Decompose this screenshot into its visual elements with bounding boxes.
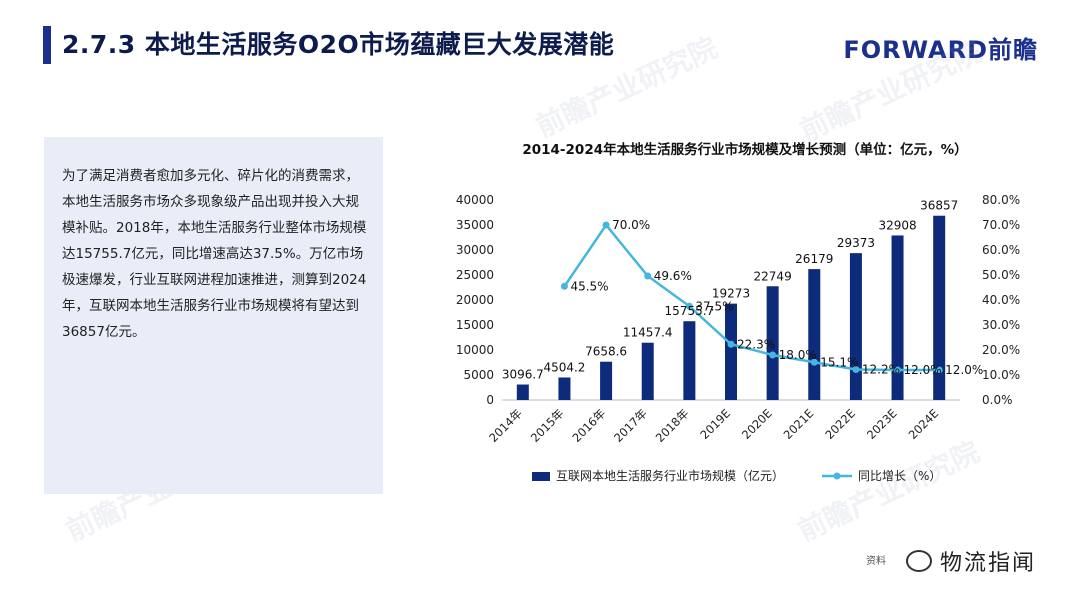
bar — [516, 384, 529, 400]
growth-data-label: 22.3% — [737, 337, 775, 351]
growth-data-label: 70.0% — [612, 218, 650, 232]
growth-data-label: 37.5% — [695, 299, 733, 313]
bar-data-label: 11457.4 — [623, 326, 673, 340]
source-note: 资料 — [866, 556, 886, 567]
growth-point — [560, 282, 568, 290]
chart-title: 2014-2024年本地生活服务行业市场规模及增长预测（单位：亿元，%） — [522, 141, 967, 158]
right-tick-label: 0.0% — [982, 393, 1013, 407]
growth-data-label: 15.1% — [820, 355, 858, 369]
growth-data-label: 18.0% — [779, 348, 817, 362]
left-tick-label: 0 — [486, 393, 494, 407]
x-tick-label: 2015年 — [528, 406, 567, 445]
legend-label: 同比增长（%） — [858, 469, 941, 483]
left-tick-label: 15000 — [456, 318, 494, 332]
left-tick-label: 10000 — [456, 343, 494, 357]
growth-point — [644, 272, 652, 280]
left-tick-label: 5000 — [463, 368, 494, 382]
bar-data-label: 32908 — [878, 218, 916, 232]
x-tick-label: 2021E — [781, 406, 817, 442]
right-tick-label: 70.0% — [982, 218, 1020, 232]
bar — [558, 377, 571, 400]
page-title: 2.7.3 本地生活服务O2O市场蕴藏巨大发展潜能 — [62, 30, 615, 59]
legend-label: 互联网本地生活服务行业市场规模（亿元） — [556, 468, 784, 483]
legend-swatch-point — [833, 472, 841, 480]
wechat-icon — [906, 550, 932, 572]
bar — [600, 361, 613, 400]
bar-data-label: 15755.7 — [665, 304, 715, 318]
bar-data-label: 19273 — [712, 287, 750, 301]
badge-label: 物流指闻 — [940, 551, 1037, 576]
x-tick-label: 2016年 — [569, 406, 608, 445]
left-tick-label: 40000 — [456, 193, 494, 207]
right-tick-label: 80.0% — [982, 193, 1020, 207]
bar — [849, 253, 862, 400]
x-tick-label: 2019E — [697, 406, 733, 442]
x-tick-label: 2017年 — [611, 406, 650, 445]
growth-data-label: 49.6% — [654, 269, 692, 283]
bar — [683, 321, 696, 400]
bar — [933, 215, 946, 400]
left-tick-label: 25000 — [456, 268, 494, 282]
right-tick-label: 30.0% — [982, 318, 1020, 332]
bar-data-label: 29373 — [837, 236, 875, 250]
growth-point — [685, 302, 693, 310]
forward-logo: FORWARD前瞻 — [843, 36, 1038, 64]
bar — [891, 235, 904, 400]
right-tick-label: 20.0% — [982, 343, 1020, 357]
bar-data-label: 7658.6 — [585, 345, 627, 359]
summary-text: 为了满足消费者愈加多元化、碎片化的消费需求，本地生活服务市场众多现象级产品出现并… — [62, 168, 367, 340]
growth-data-label: 12.2% — [862, 363, 900, 377]
growth-point — [810, 358, 818, 366]
right-tick-label: 40.0% — [982, 293, 1020, 307]
growth-point — [727, 340, 735, 348]
x-tick-label: 2022E — [822, 406, 858, 442]
left-tick-label: 30000 — [456, 243, 494, 257]
bar-data-label: 26179 — [795, 252, 833, 266]
combo-chart: 2014-2024年本地生活服务行业市场规模及增长预测（单位：亿元，%） 0 50… — [456, 141, 1020, 483]
bar — [766, 286, 779, 400]
x-tick-label: 2018年 — [653, 406, 692, 445]
growth-point — [769, 351, 777, 359]
bar-data-label: 3096.7 — [502, 368, 544, 382]
title-accent-bar — [43, 26, 51, 64]
wechat-badge: 物流指闻 — [900, 543, 1043, 579]
right-tick-label: 10.0% — [982, 368, 1020, 382]
growth-data-label: 12.0% — [904, 363, 942, 377]
bar-data-label: 36857 — [920, 199, 958, 213]
growth-point — [852, 366, 860, 373]
growth-point — [602, 221, 610, 229]
right-tick-label: 60.0% — [982, 243, 1020, 257]
legend-swatch-bar — [532, 472, 550, 481]
growth-data-label: 12.0% — [945, 363, 983, 377]
x-tick-label: 2020E — [739, 406, 775, 442]
x-tick-label: 2024E — [906, 406, 942, 442]
right-tick-label: 50.0% — [982, 268, 1020, 282]
left-tick-label: 35000 — [456, 218, 494, 232]
summary-panel: 为了满足消费者愈加多元化、碎片化的消费需求，本地生活服务市场众多现象级产品出现并… — [44, 137, 383, 494]
bar-data-label: 4504.2 — [543, 360, 585, 374]
growth-point — [894, 366, 902, 374]
bar-data-label: 22749 — [754, 269, 792, 283]
x-tick-label: 2023E — [864, 406, 900, 442]
left-tick-label: 20000 — [456, 293, 494, 307]
growth-data-label: 45.5% — [570, 279, 608, 293]
x-tick-label: 2014年 — [486, 406, 525, 445]
growth-point — [935, 366, 943, 374]
bar — [725, 303, 737, 400]
bar — [808, 269, 821, 400]
growth-line — [563, 222, 940, 372]
bar — [641, 342, 654, 400]
